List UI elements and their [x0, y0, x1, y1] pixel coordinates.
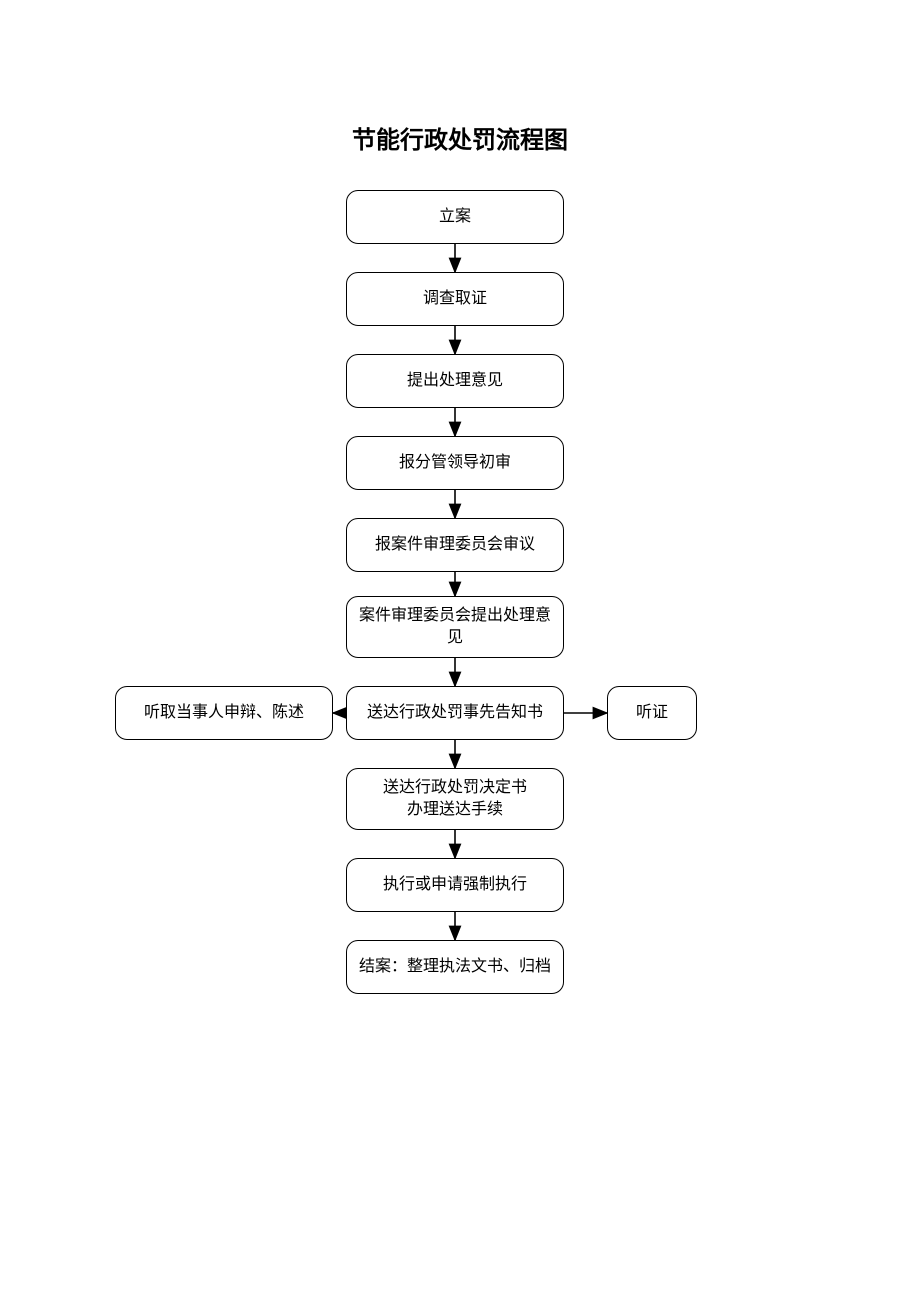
- flow-node-n3: 提出处理意见: [346, 354, 564, 408]
- flow-node-nR: 听证: [607, 686, 697, 740]
- flow-node-n6: 案件审理委员会提出处理意见: [346, 596, 564, 658]
- flow-node-n5: 报案件审理委员会审议: [346, 518, 564, 572]
- flow-node-n2: 调查取证: [346, 272, 564, 326]
- flow-node-n9: 执行或申请强制执行: [346, 858, 564, 912]
- flow-node-n8: 送达行政处罚决定书 办理送达手续: [346, 768, 564, 830]
- flow-node-n7: 送达行政处罚事先告知书: [346, 686, 564, 740]
- flow-node-n4: 报分管领导初审: [346, 436, 564, 490]
- flow-node-n10: 结案：整理执法文书、归档: [346, 940, 564, 994]
- flow-node-nL: 听取当事人申辩、陈述: [115, 686, 333, 740]
- flow-node-n1: 立案: [346, 190, 564, 244]
- diagram-title: 节能行政处罚流程图: [0, 120, 920, 155]
